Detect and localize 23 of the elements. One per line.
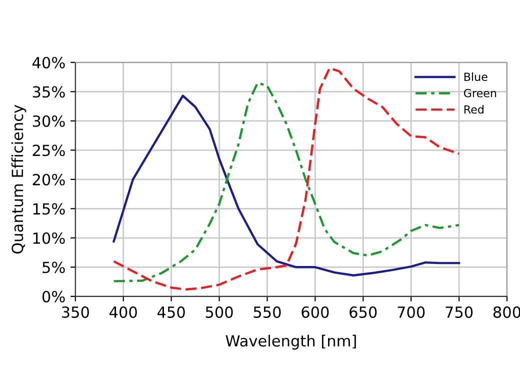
y-tick-label: 25% xyxy=(32,144,65,156)
x-tick-label: 600 xyxy=(302,306,329,318)
y-tick-label: 35% xyxy=(32,86,65,98)
y-tick-label: 30% xyxy=(32,115,65,127)
x-tick-label: 400 xyxy=(110,306,137,318)
legend-label: Red xyxy=(464,105,484,114)
x-tick-label: 450 xyxy=(157,306,185,318)
legend-label: Blue xyxy=(464,72,488,81)
x-axis-title: Wavelength [nm] xyxy=(226,334,356,350)
x-tick-label: 750 xyxy=(446,306,473,318)
x-tick-label: 500 xyxy=(206,306,233,318)
y-tick-label: 5% xyxy=(42,262,65,274)
y-tick-label: 10% xyxy=(33,232,65,244)
y-tick-label: 0% xyxy=(42,290,65,302)
y-tick-label: 20% xyxy=(32,174,65,186)
x-tick-label: 650 xyxy=(350,306,377,318)
legend-label: Green xyxy=(464,88,496,98)
y-axis-title: Quantum Efficiency xyxy=(11,104,26,254)
x-tick-label: 350 xyxy=(62,306,89,318)
x-tick-label: 700 xyxy=(398,306,425,318)
x-tick-label: 550 xyxy=(254,306,281,318)
y-tick-label: 40% xyxy=(32,56,65,68)
y-tick-label: 15% xyxy=(33,203,65,215)
